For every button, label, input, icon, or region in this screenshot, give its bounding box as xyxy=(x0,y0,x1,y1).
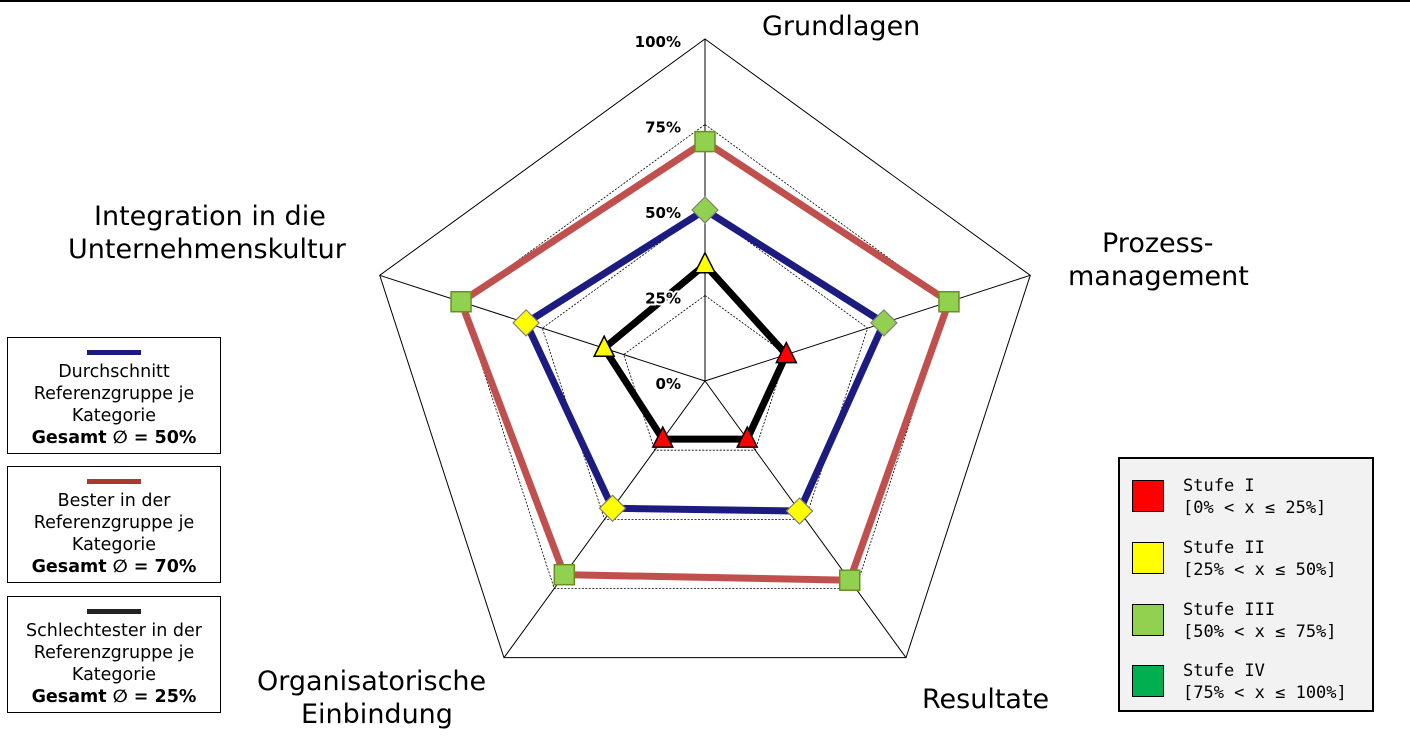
stufe-name-4: Stufe IV xyxy=(1183,661,1265,681)
marker-triangle-2-4 xyxy=(592,334,616,357)
grid-ring-100 xyxy=(379,38,1031,659)
tick-label-0: 0% xyxy=(656,375,681,393)
legend-swatch-bester xyxy=(87,479,141,484)
axis-label-grundlagen: Grundlagen xyxy=(762,11,921,42)
series-line-1 xyxy=(456,137,954,584)
spoke-3 xyxy=(503,380,706,658)
stufe-range-3: [50% < x ≤ 75%] xyxy=(1183,622,1337,642)
tick-label-75: 75% xyxy=(645,119,681,137)
axis-label-integration-1: Integration in die xyxy=(94,201,326,232)
marker-square-1-4 xyxy=(450,290,472,313)
marker-diamond-0-0 xyxy=(691,196,719,224)
stufe-swatch-1 xyxy=(1132,480,1164,512)
marker-triangle-2-1 xyxy=(775,340,798,364)
legend-total-bester: Gesamt ∅ = 70% xyxy=(31,557,197,577)
tick-label-25: 25% xyxy=(645,290,681,308)
spoke-1 xyxy=(704,274,1031,382)
legend-durchschnitt: Durchschnitt Referenzgruppe je Kategorie… xyxy=(7,337,221,454)
legend-schlechtester: Schlechtester in der Referenzgruppe je K… xyxy=(7,596,221,713)
marker-triangle-2-0 xyxy=(693,251,717,274)
legend-total-schlechtester: Gesamt ∅ = 25% xyxy=(31,687,197,707)
marker-diamond-0-2 xyxy=(785,497,814,525)
stufe-range-1: [0% < x ≤ 25%] xyxy=(1183,498,1327,518)
stufe-range-2: [25% < x ≤ 50%] xyxy=(1183,560,1337,580)
legend-swatch-durchschnitt xyxy=(87,350,141,355)
series-line-0 xyxy=(521,205,889,515)
axis-label-organisatorische-1: Organisatorische xyxy=(257,666,487,697)
legend-label-schlechtester: Schlechtester in der Referenzgruppe je K… xyxy=(26,621,202,685)
axis-label-integration-2: Unternehmenskultur xyxy=(68,234,346,265)
marker-diamond-0-1 xyxy=(870,309,898,337)
grid-ring-75 xyxy=(460,124,950,589)
marker-triangle-2-2 xyxy=(736,425,759,448)
legend-bester: Bester in der Referenzgruppe je Kategori… xyxy=(7,466,221,583)
legend-label-bester: Bester in der Referenzgruppe je Kategori… xyxy=(33,491,195,555)
marker-square-1-1 xyxy=(938,290,960,313)
legend-total-durchschnitt: Gesamt ∅ = 50% xyxy=(31,428,197,448)
marker-diamond-0-4 xyxy=(512,309,540,337)
stufe-legend: Stufe I [0% < x ≤ 25%] Stufe II [25% < x… xyxy=(1118,457,1374,712)
spoke-2 xyxy=(704,380,907,658)
legend-swatch-schlechtester xyxy=(87,609,141,614)
stufe-swatch-2 xyxy=(1132,542,1164,574)
axis-label-prozess-1: Prozess- xyxy=(1102,228,1214,259)
stufe-name-2: Stufe II xyxy=(1183,538,1265,558)
tick-label-50: 50% xyxy=(645,204,681,222)
stufe-name-1: Stufe I xyxy=(1183,476,1255,496)
stufe-swatch-3 xyxy=(1132,604,1164,636)
marker-triangle-2-3 xyxy=(651,425,674,448)
grid-ring-50 xyxy=(541,209,869,520)
axis-label-prozess-2: management xyxy=(1068,261,1249,292)
stufe-range-4: [75% < x ≤ 100%] xyxy=(1183,683,1347,703)
stufe-swatch-4 xyxy=(1132,665,1164,697)
axis-label-resultate: Resultate xyxy=(922,684,1050,715)
marker-square-1-2 xyxy=(838,569,861,591)
spoke-4 xyxy=(379,274,706,382)
axis-label-organisatorische-2: Einbindung xyxy=(301,699,453,730)
series-line-2 xyxy=(599,259,791,443)
marker-square-1-0 xyxy=(694,130,716,153)
tick-label-100: 100% xyxy=(635,33,681,51)
stufe-name-3: Stufe III xyxy=(1183,600,1276,620)
legend-label-durchschnitt: Durchschnitt Referenzgruppe je Kategorie xyxy=(33,362,195,426)
top-border-line xyxy=(0,0,1410,2)
marker-square-1-3 xyxy=(553,563,576,586)
marker-diamond-0-3 xyxy=(598,494,627,523)
